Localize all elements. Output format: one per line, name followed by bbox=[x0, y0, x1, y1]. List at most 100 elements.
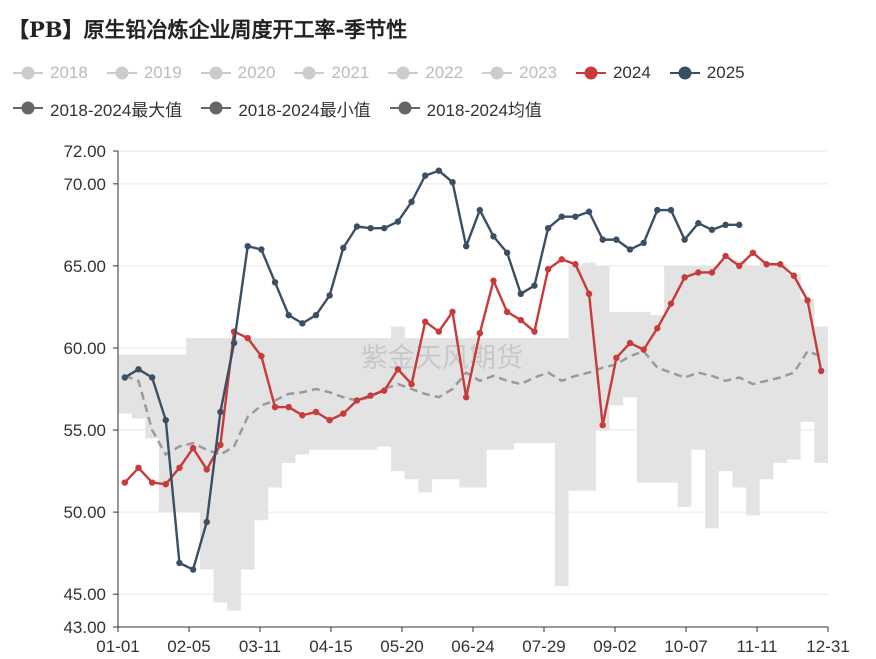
data-point-2024 bbox=[558, 256, 565, 263]
legend-label: 2020 bbox=[237, 63, 276, 82]
data-point-2025 bbox=[189, 566, 197, 573]
data-point-2024 bbox=[544, 265, 552, 273]
data-point-2025 bbox=[654, 206, 661, 214]
data-point-2024 bbox=[340, 410, 347, 417]
data-point-2025 bbox=[367, 224, 374, 232]
data-point-2024 bbox=[217, 441, 224, 449]
data-point-2025 bbox=[503, 249, 511, 256]
data-point-2025 bbox=[613, 236, 620, 243]
data-point-2025 bbox=[271, 279, 279, 286]
legend-symbol-icon bbox=[201, 101, 232, 115]
legend-item-2018-2024均值[interactable]: 2018-2024均值 bbox=[389, 96, 542, 121]
legend-item-2018-2024最小值[interactable]: 2018-2024最小值 bbox=[200, 96, 371, 121]
data-point-2024 bbox=[790, 272, 798, 279]
data-point-2025 bbox=[585, 208, 593, 215]
x-tick-label: 11-11 bbox=[737, 637, 778, 656]
legend-item-2023[interactable]: 2023 bbox=[481, 63, 557, 83]
legend-symbol-icon bbox=[13, 101, 43, 115]
x-tick-label: 12-31 bbox=[806, 637, 849, 656]
legend-item-2025[interactable]: 2025 bbox=[669, 63, 745, 83]
series-line-2025 bbox=[124, 169, 740, 571]
watermark: 紫金天风期货 bbox=[361, 343, 523, 374]
legend-item-2020[interactable]: 2020 bbox=[200, 63, 276, 83]
data-point-2024 bbox=[476, 329, 484, 337]
data-point-2024 bbox=[367, 392, 374, 399]
legend-item-2022[interactable]: 2022 bbox=[387, 63, 463, 83]
data-point-2024 bbox=[381, 387, 388, 394]
data-point-2024 bbox=[654, 325, 661, 332]
data-point-2024 bbox=[121, 479, 129, 486]
data-point-2024 bbox=[667, 300, 675, 307]
data-point-2025 bbox=[394, 218, 402, 225]
data-point-2025 bbox=[203, 518, 210, 526]
data-point-2025 bbox=[736, 221, 743, 229]
data-point-2025 bbox=[517, 290, 524, 297]
data-point-2024 bbox=[176, 464, 183, 471]
series-line-2024 bbox=[123, 251, 823, 486]
x-tick-label: 06-24 bbox=[451, 637, 494, 656]
data-point-2024 bbox=[162, 481, 169, 488]
data-point-2024 bbox=[736, 262, 743, 270]
legend-symbol-icon bbox=[575, 66, 606, 80]
legend-label: 2025 bbox=[706, 63, 745, 82]
data-point-2025 bbox=[449, 178, 456, 186]
data-point-2024 bbox=[681, 274, 688, 281]
legend-item-2018[interactable]: 2018 bbox=[12, 63, 88, 83]
data-point-2024 bbox=[299, 412, 306, 419]
data-point-2024 bbox=[449, 308, 456, 316]
data-point-2024 bbox=[148, 479, 156, 486]
data-point-2025 bbox=[176, 559, 183, 567]
data-point-2024 bbox=[462, 394, 470, 401]
legend-label: 2018-2024均值 bbox=[426, 100, 542, 120]
x-tick-label: 05-20 bbox=[380, 637, 423, 656]
data-point-2024 bbox=[422, 318, 429, 325]
y-tick-label: 60.00 bbox=[63, 339, 106, 358]
legend-item-2019[interactable]: 2019 bbox=[106, 63, 182, 83]
data-point-2024 bbox=[203, 466, 210, 473]
data-point-2025 bbox=[340, 244, 347, 252]
legend-item-2021[interactable]: 2021 bbox=[293, 63, 369, 83]
data-point-2025 bbox=[408, 198, 415, 206]
legend-item-2024[interactable]: 2024 bbox=[575, 63, 651, 83]
data-point-2024 bbox=[503, 308, 511, 316]
data-point-2025 bbox=[326, 292, 333, 299]
data-point-2025 bbox=[681, 236, 688, 243]
min-max-band bbox=[118, 260, 828, 611]
data-point-2024 bbox=[258, 352, 265, 360]
data-point-2025 bbox=[162, 416, 169, 424]
data-point-2025 bbox=[381, 224, 388, 232]
data-point-2025 bbox=[135, 366, 142, 373]
legend-symbol-icon bbox=[13, 66, 43, 80]
y-tick-label: 45.00 bbox=[63, 585, 106, 604]
data-point-2024 bbox=[585, 290, 593, 297]
data-point-2025 bbox=[462, 243, 470, 250]
legend-row: 2018-2024最大值 2018-2024最小值 2018-2024均值 bbox=[12, 96, 560, 121]
y-tick-label: 50.00 bbox=[63, 503, 106, 522]
data-point-2024 bbox=[244, 334, 251, 342]
legend-symbol-icon bbox=[106, 66, 137, 80]
data-point-2024 bbox=[626, 339, 634, 347]
data-point-2025 bbox=[230, 339, 238, 347]
legend-symbol-icon bbox=[669, 66, 700, 80]
data-point-2025 bbox=[299, 320, 306, 327]
data-point-2025 bbox=[599, 236, 606, 243]
data-point-2025 bbox=[422, 172, 429, 179]
data-point-2024 bbox=[135, 464, 142, 471]
data-point-2025 bbox=[435, 167, 443, 174]
legend-label: 2023 bbox=[519, 63, 557, 82]
legend-label: 2018 bbox=[50, 63, 88, 82]
data-point-2025 bbox=[353, 223, 361, 230]
legend-label: 2018-2024最大值 bbox=[50, 100, 183, 120]
data-point-2025 bbox=[217, 408, 224, 416]
data-point-2024 bbox=[312, 408, 320, 416]
data-point-2024 bbox=[613, 354, 620, 362]
x-tick-label: 10-07 bbox=[664, 637, 707, 656]
legend-label: 2019 bbox=[143, 63, 182, 82]
data-point-2025 bbox=[531, 282, 538, 289]
legend-item-2018-2024最大值[interactable]: 2018-2024最大值 bbox=[12, 96, 182, 121]
data-point-2025 bbox=[558, 213, 565, 220]
legend-label: 2022 bbox=[425, 63, 464, 82]
legend-symbol-icon bbox=[389, 101, 420, 115]
data-point-2025 bbox=[572, 213, 579, 220]
